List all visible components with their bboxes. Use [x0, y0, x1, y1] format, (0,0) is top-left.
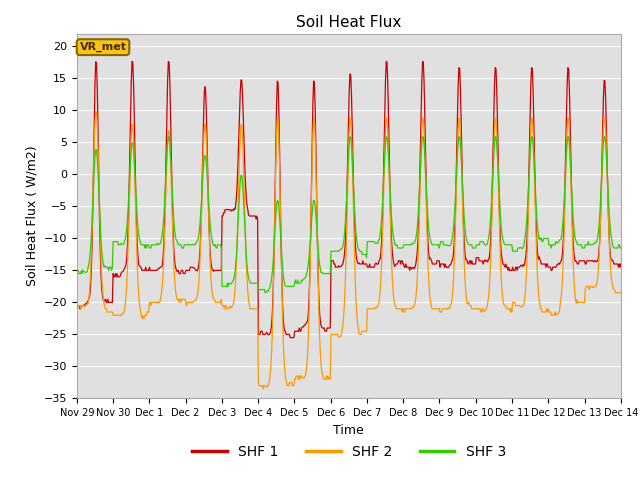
X-axis label: Time: Time	[333, 424, 364, 437]
Y-axis label: Soil Heat Flux ( W/m2): Soil Heat Flux ( W/m2)	[25, 146, 38, 286]
Title: Soil Heat Flux: Soil Heat Flux	[296, 15, 401, 30]
Text: VR_met: VR_met	[79, 42, 127, 52]
Legend: SHF 1, SHF 2, SHF 3: SHF 1, SHF 2, SHF 3	[186, 439, 511, 465]
